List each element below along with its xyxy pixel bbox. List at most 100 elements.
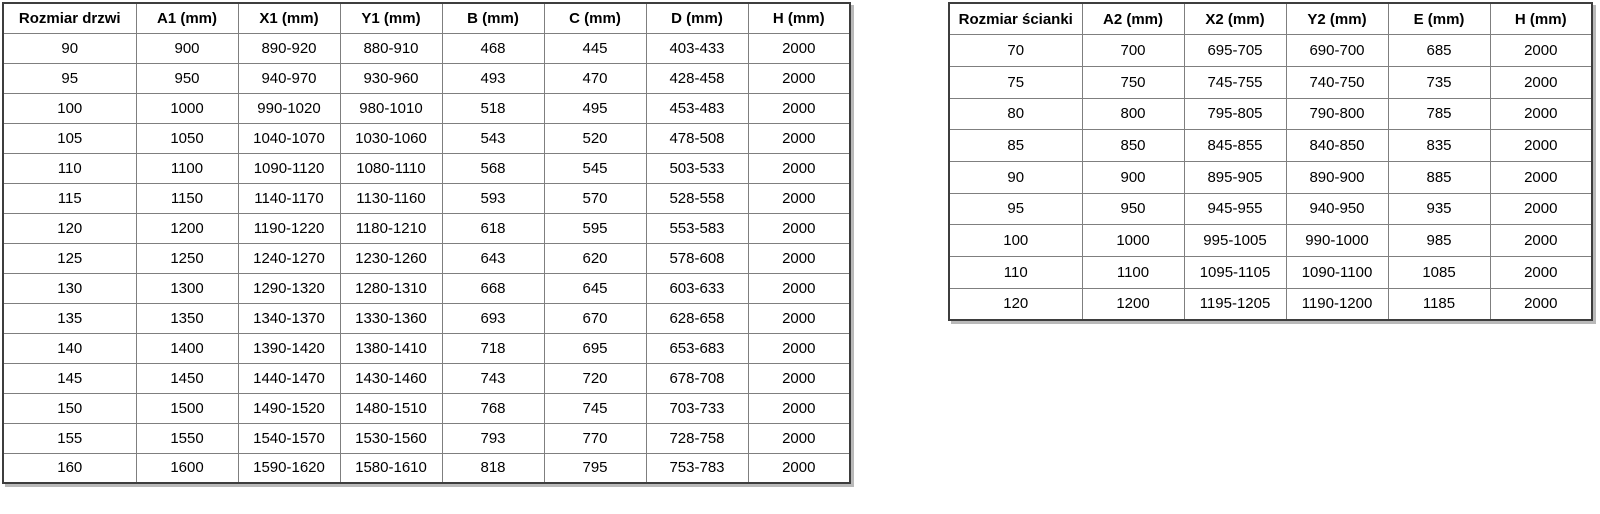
table-cell: 1540-1570 <box>237 422 341 454</box>
table-cell: 595 <box>543 212 647 244</box>
column-header: A1 (mm) <box>135 2 239 34</box>
table-cell: 1150 <box>135 182 239 214</box>
column-header: B (mm) <box>441 2 545 34</box>
table-row: 80 800 795-805 790-800 785 2000 <box>948 97 1593 131</box>
table-cell: 2000 <box>747 392 851 424</box>
table-cell: 1240-1270 <box>237 242 341 274</box>
table-cell: 2000 <box>747 242 851 274</box>
table-cell: 80 <box>948 97 1083 131</box>
table-row: 110 1100 1095-1105 1090-1100 1085 2000 <box>948 256 1593 289</box>
table-cell: 1100 <box>135 152 239 184</box>
table-cell: 785 <box>1387 97 1491 131</box>
table-cell: 1030-1060 <box>339 122 443 154</box>
table-cell: 1230-1260 <box>339 242 443 274</box>
table-cell: 835 <box>1387 129 1491 162</box>
table-cell: 115 <box>2 182 137 214</box>
table-cell: 1250 <box>135 242 239 274</box>
table-row: 120 1200 1190-1220 1180-1210 618 595 553-583 20… <box>2 212 851 244</box>
table-cell: 670 <box>543 302 647 334</box>
table-cell: 840-850 <box>1285 129 1389 162</box>
table-cell: 2000 <box>747 152 851 184</box>
table-cell: 930-960 <box>339 62 443 94</box>
table-row: 125 1250 1240-1270 1230-1260 643 620 578-608 20… <box>2 242 851 274</box>
table-cell: 1140-1170 <box>237 182 341 214</box>
table-cell: 1300 <box>135 272 239 304</box>
header-row: Rozmiar drzwi A1 (mm) X1 (mm) Y1 (mm) B (mm)… <box>2 2 851 34</box>
table-cell: 593 <box>441 182 545 214</box>
table-cell: 620 <box>543 242 647 274</box>
table-cell: 100 <box>948 224 1083 257</box>
table-cell: 95 <box>948 192 1083 226</box>
table-cell: 753-783 <box>645 452 749 484</box>
table-cell: 1195-1205 <box>1183 287 1287 321</box>
table-cell: 1090-1100 <box>1285 256 1389 289</box>
table-cell: 120 <box>2 212 137 244</box>
table-cell: 1100 <box>1081 256 1185 289</box>
column-header: X1 (mm) <box>237 2 341 34</box>
table-cell: 900 <box>1081 160 1185 194</box>
table-cell: 518 <box>441 92 545 124</box>
column-header: Rozmiar ścianki <box>948 2 1083 36</box>
table-cell: 1200 <box>135 212 239 244</box>
table-cell: 2000 <box>1489 192 1593 226</box>
table-cell: 985 <box>1387 224 1491 257</box>
table-cell: 1450 <box>135 362 239 394</box>
column-header: Rozmiar drzwi <box>2 2 137 34</box>
table-cell: 2000 <box>1489 287 1593 321</box>
table-cell: 2000 <box>747 452 851 484</box>
column-header: E (mm) <box>1387 2 1491 36</box>
table-cell: 2000 <box>1489 129 1593 162</box>
table-cell: 643 <box>441 242 545 274</box>
table-cell: 1550 <box>135 422 239 454</box>
table-cell: 553-583 <box>645 212 749 244</box>
table-row: 130 1300 1290-1320 1280-1310 668 645 603-633 20… <box>2 272 851 304</box>
table-cell: 1580-1610 <box>339 452 443 484</box>
header-row: Rozmiar ścianki A2 (mm) X2 (mm) Y2 (mm) E (m… <box>948 2 1593 36</box>
column-header: Y2 (mm) <box>1285 2 1389 36</box>
table-cell: 105 <box>2 122 137 154</box>
table-cell: 695 <box>543 332 647 364</box>
table-row: 95 950 940-970 930-960 493 470 428-458 2000 <box>2 62 851 94</box>
table-cell: 693 <box>441 302 545 334</box>
table-cell: 990-1020 <box>237 92 341 124</box>
table-cell: 2000 <box>1489 160 1593 194</box>
table-cell: 110 <box>948 256 1083 289</box>
table-cell: 1530-1560 <box>339 422 443 454</box>
table-row: 145 1450 1440-1470 1430-1460 743 720 678-708 20… <box>2 362 851 394</box>
table-cell: 578-608 <box>645 242 749 274</box>
table-cell: 745-755 <box>1183 65 1287 99</box>
table-cell: 1000 <box>135 92 239 124</box>
table-cell: 1490-1520 <box>237 392 341 424</box>
table-cell: 2000 <box>1489 34 1593 67</box>
table-cell: 735 <box>1387 65 1491 99</box>
table-cell: 2000 <box>747 62 851 94</box>
table-cell: 940-950 <box>1285 192 1389 226</box>
table-cell: 685 <box>1387 34 1491 67</box>
wall-panel-size-table: Rozmiar ścianki A2 (mm) X2 (mm) Y2 (mm) E (m… <box>948 2 1593 321</box>
table-cell: 1340-1370 <box>237 302 341 334</box>
table-cell: 120 <box>948 287 1083 321</box>
table-cell: 845-855 <box>1183 129 1287 162</box>
table-cell: 740-750 <box>1285 65 1389 99</box>
table-cell: 1040-1070 <box>237 122 341 154</box>
table-cell: 90 <box>2 32 137 64</box>
table-cell: 603-633 <box>645 272 749 304</box>
table-cell: 795 <box>543 452 647 484</box>
table-cell: 528-558 <box>645 182 749 214</box>
table-cell: 453-483 <box>645 92 749 124</box>
table-cell: 895-905 <box>1183 160 1287 194</box>
table-row: 70 700 695-705 690-700 685 2000 <box>948 34 1593 67</box>
table-cell: 818 <box>441 452 545 484</box>
table-cell: 160 <box>2 452 137 484</box>
table-cell: 2000 <box>747 272 851 304</box>
table-cell: 110 <box>2 152 137 184</box>
table-cell: 668 <box>441 272 545 304</box>
table-cell: 745 <box>543 392 647 424</box>
table-cell: 790-800 <box>1285 97 1389 131</box>
table-row: 120 1200 1195-1205 1190-1200 1185 2000 <box>948 287 1593 321</box>
table-cell: 2000 <box>747 32 851 64</box>
table-cell: 145 <box>2 362 137 394</box>
table-cell: 2000 <box>747 302 851 334</box>
table-cell: 628-658 <box>645 302 749 334</box>
table-cell: 1090-1120 <box>237 152 341 184</box>
